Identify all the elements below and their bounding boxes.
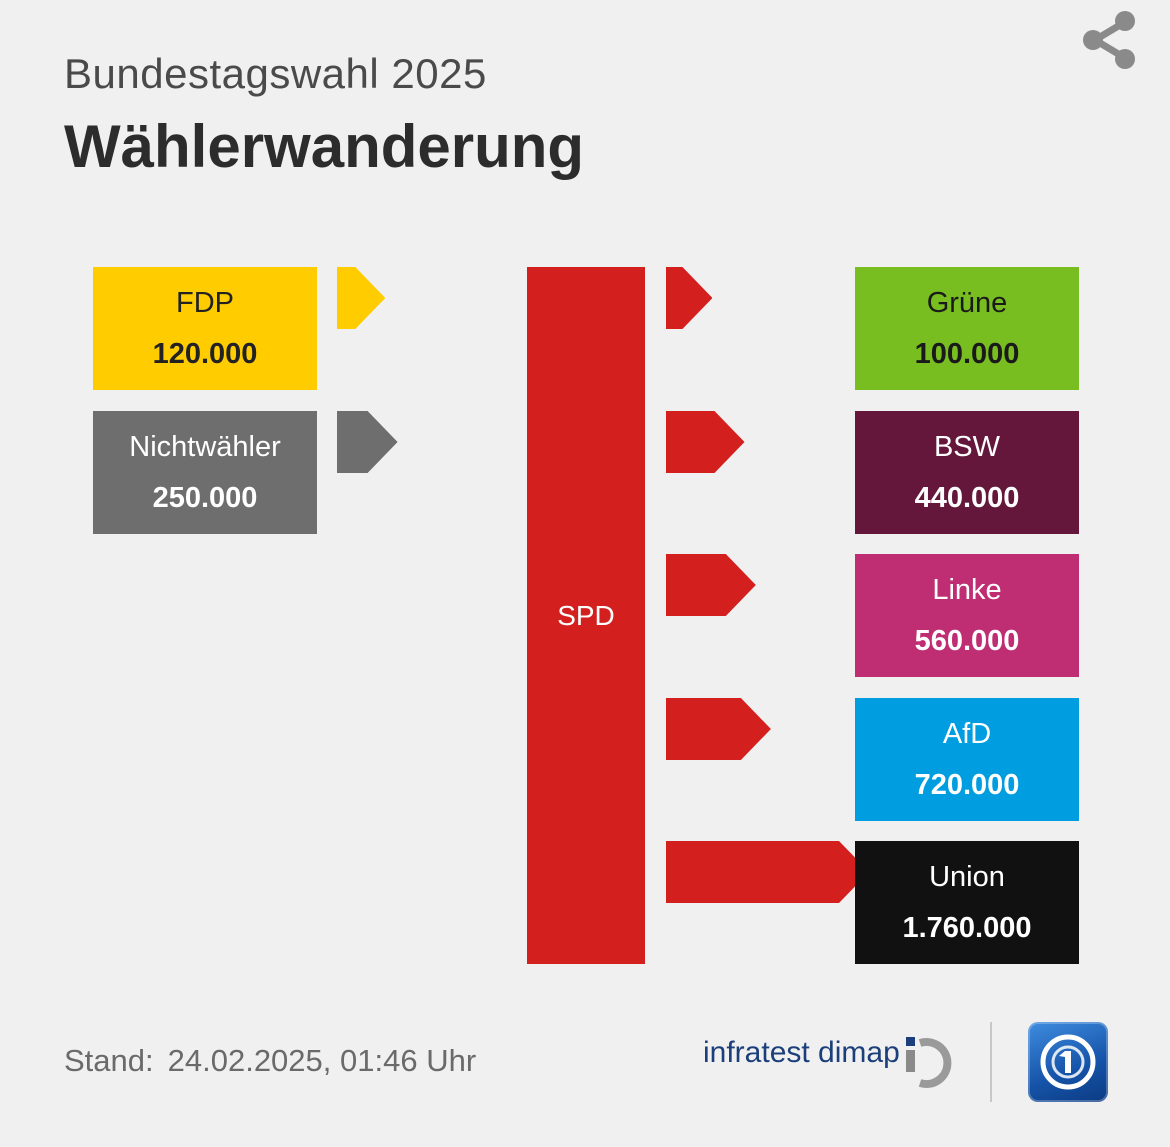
party-value: 100.000: [914, 338, 1020, 370]
outflow-arrow-union: [666, 841, 869, 903]
party-value: 560.000: [914, 625, 1020, 657]
stand-label: Stand:: [64, 1043, 154, 1078]
party-name: AfD: [942, 717, 992, 750]
party-box-linke: Linke 560.000: [855, 554, 1079, 677]
outflow-arrow-gruene: [666, 267, 713, 329]
party-box-nichtwaehler: Nichtwähler 250.000: [93, 410, 317, 534]
outflow-arrow-linke: [666, 554, 756, 616]
inflow-arrow-fdp: [337, 267, 386, 329]
party-box-union: Union 1.760.000: [855, 841, 1079, 964]
party-value: 440.000: [914, 481, 1020, 514]
party-name: Linke: [932, 574, 1002, 606]
party-box-gruene: Grüne 100.000: [855, 267, 1079, 390]
chart-title: Wählerwanderung: [64, 113, 585, 180]
timestamp: Stand: 24.02.2025, 01:46 Uhr: [64, 1043, 476, 1079]
party-value: 120.000: [152, 338, 258, 370]
party-value: 720.000: [914, 768, 1020, 801]
party-name: FDP: [176, 287, 234, 319]
party-box-afd: AfD 720.000: [855, 697, 1079, 821]
party-box-bsw: BSW 440.000: [855, 410, 1079, 534]
outflow-arrow-afd: [666, 697, 771, 760]
inflow-arrow-nichtwaehler: [337, 410, 398, 473]
tagesschau-globe-icon: [1040, 1034, 1096, 1090]
chart-subtitle: Bundestagswahl 2025: [64, 50, 487, 97]
party-box-fdp: FDP 120.000: [93, 267, 317, 390]
infratest-dimap-logo: [906, 1037, 952, 1088]
party-name: Nichtwähler: [129, 430, 281, 463]
party-name: Grüne: [926, 287, 1008, 319]
party-name: Union: [929, 861, 1005, 893]
source-label: infratest dimap: [703, 1036, 900, 1069]
footer-divider: [990, 1022, 992, 1102]
party-value: 1.760.000: [902, 912, 1032, 944]
stand-date: 24.02.2025, 01:46 Uhr: [167, 1043, 477, 1078]
outflow-arrow-bsw: [666, 410, 745, 473]
party-value: 250.000: [152, 481, 258, 514]
center-party-bar: SPD: [527, 267, 645, 964]
tagesschau-logo[interactable]: [1028, 1022, 1108, 1102]
party-name: BSW: [933, 430, 1001, 463]
center-party-label: SPD: [557, 599, 615, 631]
share-icon[interactable]: [1078, 8, 1142, 72]
